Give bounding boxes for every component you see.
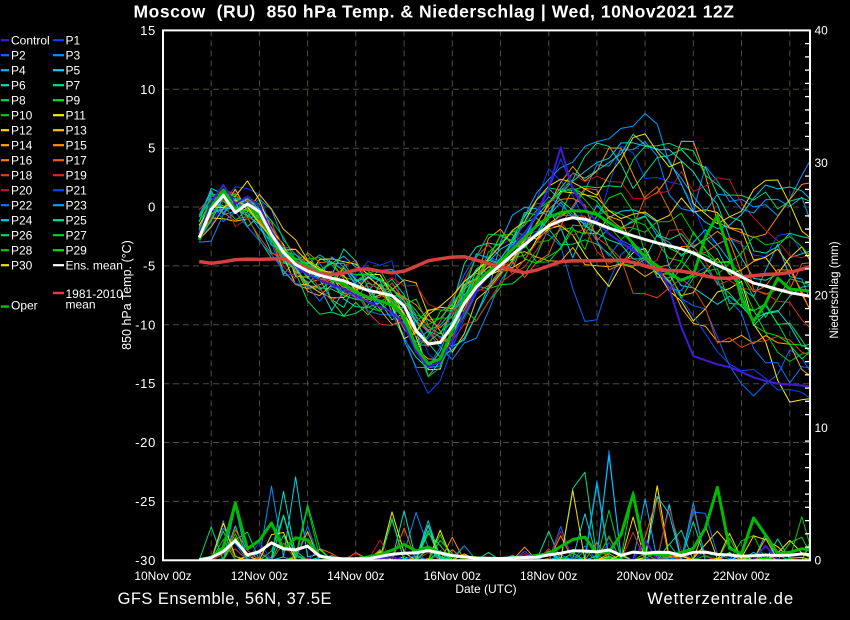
svg-text:15: 15 [140,23,156,38]
svg-text:P16: P16 [11,154,33,168]
svg-text:16Nov 00z: 16Nov 00z [424,569,481,583]
svg-text:22Nov 00z: 22Nov 00z [713,569,770,583]
svg-text:10Nov 00z: 10Nov 00z [134,569,191,583]
svg-text:12Nov 00z: 12Nov 00z [231,569,288,583]
svg-text:P3: P3 [66,49,81,63]
svg-text:P21: P21 [66,184,88,198]
svg-text:Control: Control [11,34,50,48]
svg-text:P11: P11 [66,109,87,123]
svg-text:Date (UTC): Date (UTC) [455,582,516,596]
svg-text:Niederschlag (mm): Niederschlag (mm) [829,241,841,338]
svg-text:P26: P26 [11,229,33,243]
svg-text:0: 0 [815,554,822,568]
svg-text:10: 10 [815,421,829,435]
svg-text:40: 40 [815,24,829,38]
svg-text:P6: P6 [11,79,26,93]
svg-text:P8: P8 [11,94,26,108]
svg-text:850 hPa Temp. (°C): 850 hPa Temp. (°C) [120,240,134,350]
svg-text:-5: -5 [143,258,156,273]
svg-text:P20: P20 [11,184,33,198]
svg-text:P18: P18 [11,169,33,183]
svg-text:P4: P4 [11,64,26,78]
svg-text:P24: P24 [11,214,33,228]
svg-text:1981-2010: 1981-2010 [66,287,124,301]
svg-text:5: 5 [148,141,156,156]
svg-text:P23: P23 [66,199,88,213]
svg-text:P17: P17 [66,154,88,168]
svg-text:P14: P14 [11,139,33,153]
svg-text:P29: P29 [66,244,88,258]
svg-text:P19: P19 [66,169,88,183]
svg-text:P7: P7 [66,79,81,93]
svg-text:GFS Ensemble, 56N, 37.5E: GFS Ensemble, 56N, 37.5E [118,590,332,608]
svg-text:P27: P27 [66,229,88,243]
svg-text:P12: P12 [11,124,33,138]
svg-text:20Nov 00z: 20Nov 00z [616,569,673,583]
svg-text:P10: P10 [11,109,33,123]
svg-text:P30: P30 [11,259,33,273]
svg-text:P9: P9 [66,94,81,108]
svg-text:P25: P25 [66,214,88,228]
svg-text:18Nov 00z: 18Nov 00z [520,569,577,583]
svg-text:-15: -15 [135,376,156,391]
svg-text:Moscow (RU) 850 hPa Temp. &: Moscow (RU) 850 hPa Temp. & Niederschlag… [133,2,734,22]
svg-text:-25: -25 [135,494,156,509]
svg-text:P15: P15 [66,139,88,153]
svg-text:-20: -20 [135,435,156,450]
svg-text:P2: P2 [11,49,26,63]
svg-text:mean: mean [66,298,96,312]
svg-text:14Nov 00z: 14Nov 00z [327,569,384,583]
svg-text:P13: P13 [66,124,88,138]
svg-text:Oper: Oper [11,299,38,313]
svg-text:-10: -10 [135,317,156,332]
svg-text:20: 20 [815,289,829,303]
svg-text:P28: P28 [11,244,33,258]
svg-text:P22: P22 [11,199,33,213]
svg-text:-30: -30 [135,553,156,568]
svg-text:0: 0 [148,200,156,215]
svg-text:10: 10 [140,82,156,97]
svg-text:Ens. mean: Ens. mean [66,259,123,273]
svg-text:30: 30 [815,156,829,170]
svg-text:P1: P1 [66,34,81,48]
svg-text:Wetterzentrale.de: Wetterzentrale.de [647,590,794,608]
svg-text:P5: P5 [66,64,81,78]
